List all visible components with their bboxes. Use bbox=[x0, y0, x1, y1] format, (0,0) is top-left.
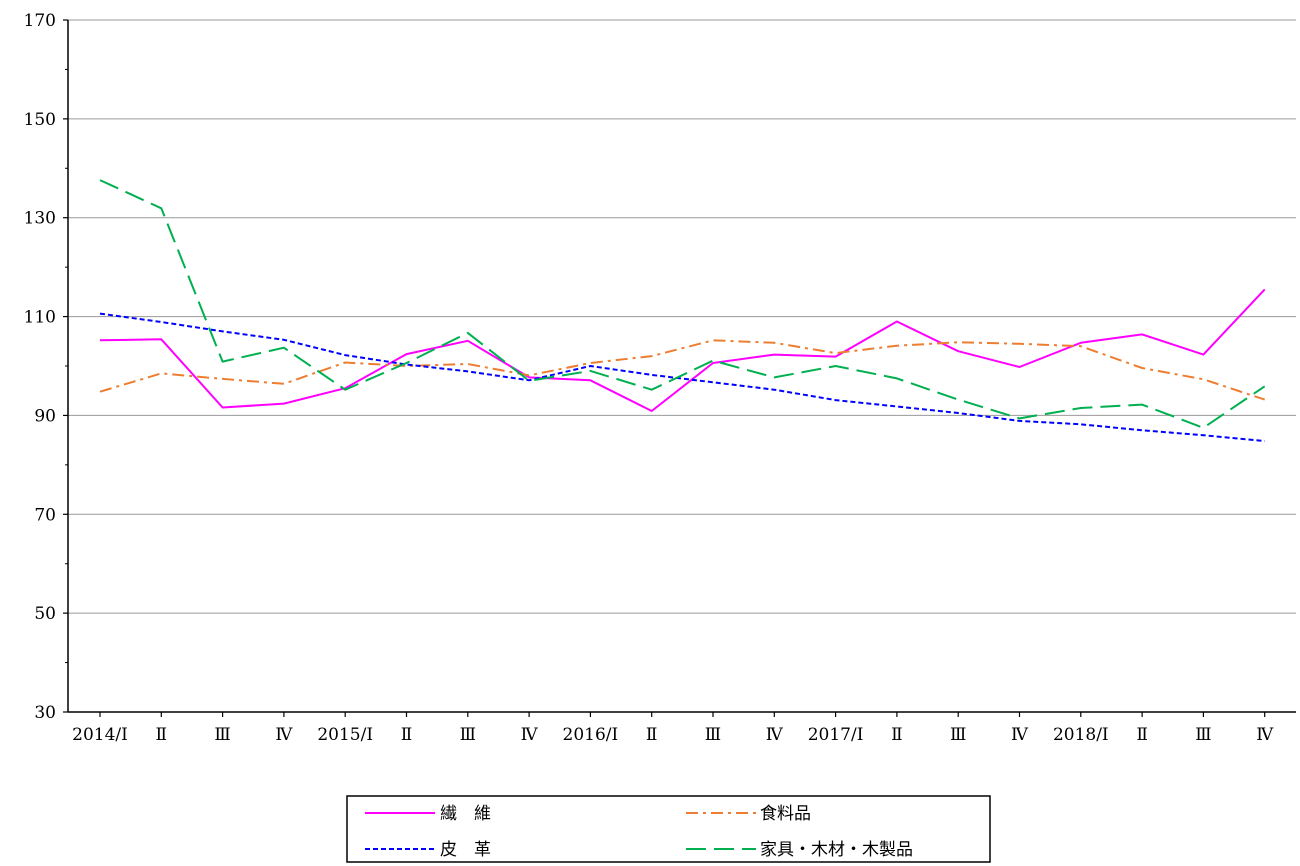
axes bbox=[67, 20, 1296, 713]
y-tick-label: 90 bbox=[34, 406, 56, 426]
y-axis-ticks: 30 50 70 90 110 130 150 170 bbox=[24, 11, 68, 723]
x-tick-label: Ⅲ bbox=[214, 725, 230, 745]
series-line-0 bbox=[99, 288, 1266, 412]
series-line-3 bbox=[99, 179, 1266, 429]
x-tick-label: 2014/Ⅰ bbox=[72, 725, 128, 745]
legend-label-1: 食料品 bbox=[760, 804, 811, 824]
y-tick-label: 170 bbox=[24, 11, 56, 31]
series-line-1 bbox=[99, 339, 1266, 401]
y-tick-label: 70 bbox=[34, 505, 56, 525]
x-tick-label: 2016/Ⅰ bbox=[563, 725, 619, 745]
x-tick-label: Ⅳ bbox=[521, 725, 539, 745]
y-tick-label: 50 bbox=[34, 604, 56, 624]
y-tick-label: 130 bbox=[24, 209, 56, 229]
legend: 繊 維 食料品 皮 革 家具・木材・木製品 bbox=[346, 795, 991, 863]
x-tick-label: Ⅲ bbox=[1195, 725, 1211, 745]
gridlines bbox=[68, 19, 1296, 614]
x-tick-label: 2015/Ⅰ bbox=[317, 725, 373, 745]
x-tick-label: Ⅲ bbox=[950, 725, 966, 745]
x-tick-label: 2017/Ⅰ bbox=[808, 725, 864, 745]
x-tick-label: 2018/Ⅰ bbox=[1053, 725, 1109, 745]
legend-box bbox=[346, 795, 991, 863]
y-tick-label: 30 bbox=[34, 703, 56, 723]
x-tick-label: Ⅱ bbox=[1136, 725, 1148, 745]
x-tick-label: Ⅱ bbox=[646, 725, 658, 745]
series-line-2 bbox=[99, 312, 1265, 443]
x-tick-label: Ⅱ bbox=[156, 725, 168, 745]
legend-label-2: 皮 革 bbox=[440, 840, 491, 860]
legend-label-3: 家具・木材・木製品 bbox=[760, 840, 913, 860]
x-tick-label: Ⅱ bbox=[891, 725, 903, 745]
x-axis-ticks: 2014/Ⅰ Ⅱ Ⅲ Ⅳ 2015/Ⅰ Ⅱ Ⅲ Ⅳ 2016/Ⅰ Ⅱ Ⅲ Ⅳ 2017/Ⅰ Ⅱ Ⅲ Ⅳ 2018… bbox=[72, 712, 1274, 745]
y-tick-label: 110 bbox=[24, 308, 56, 328]
x-tick-label: Ⅲ bbox=[460, 725, 476, 745]
x-tick-label: Ⅳ bbox=[766, 725, 784, 745]
x-tick-label: Ⅳ bbox=[1011, 725, 1029, 745]
series-lines bbox=[99, 179, 1266, 443]
x-tick-label: Ⅳ bbox=[1256, 725, 1274, 745]
legend-label-0: 繊 維 bbox=[440, 804, 491, 824]
y-tick-label: 150 bbox=[24, 110, 56, 130]
x-tick-label: Ⅲ bbox=[705, 725, 721, 745]
x-tick-label: Ⅱ bbox=[401, 725, 413, 745]
x-tick-label: Ⅳ bbox=[275, 725, 293, 745]
